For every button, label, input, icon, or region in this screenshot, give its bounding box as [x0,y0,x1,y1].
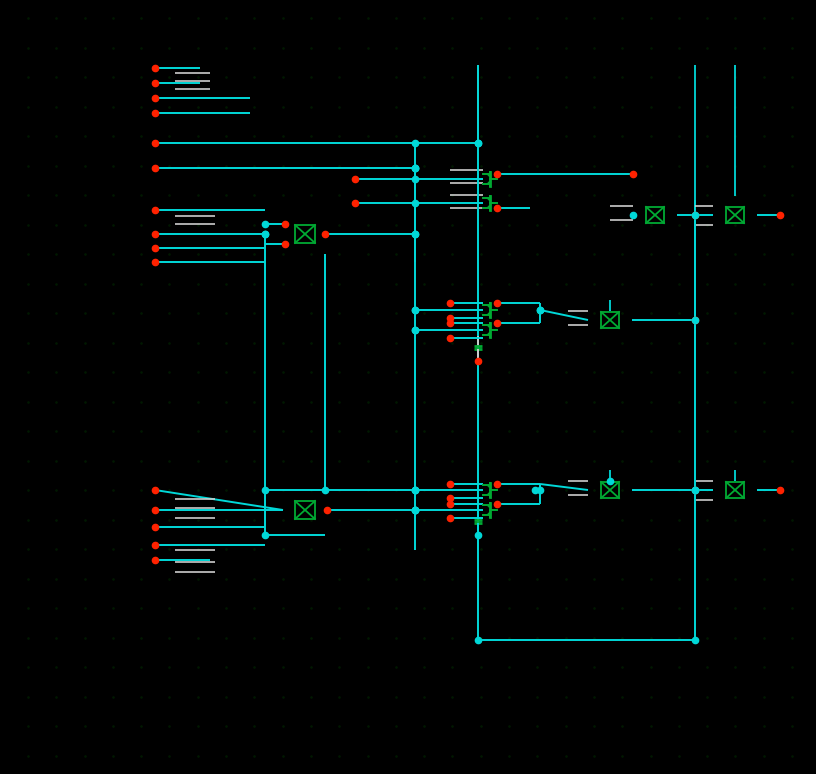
Bar [646,207,664,223]
Bar [601,312,619,328]
Bar [726,482,744,498]
Bar [295,501,315,519]
Bar [601,482,619,498]
Bar [295,225,315,243]
Bar [726,207,744,223]
